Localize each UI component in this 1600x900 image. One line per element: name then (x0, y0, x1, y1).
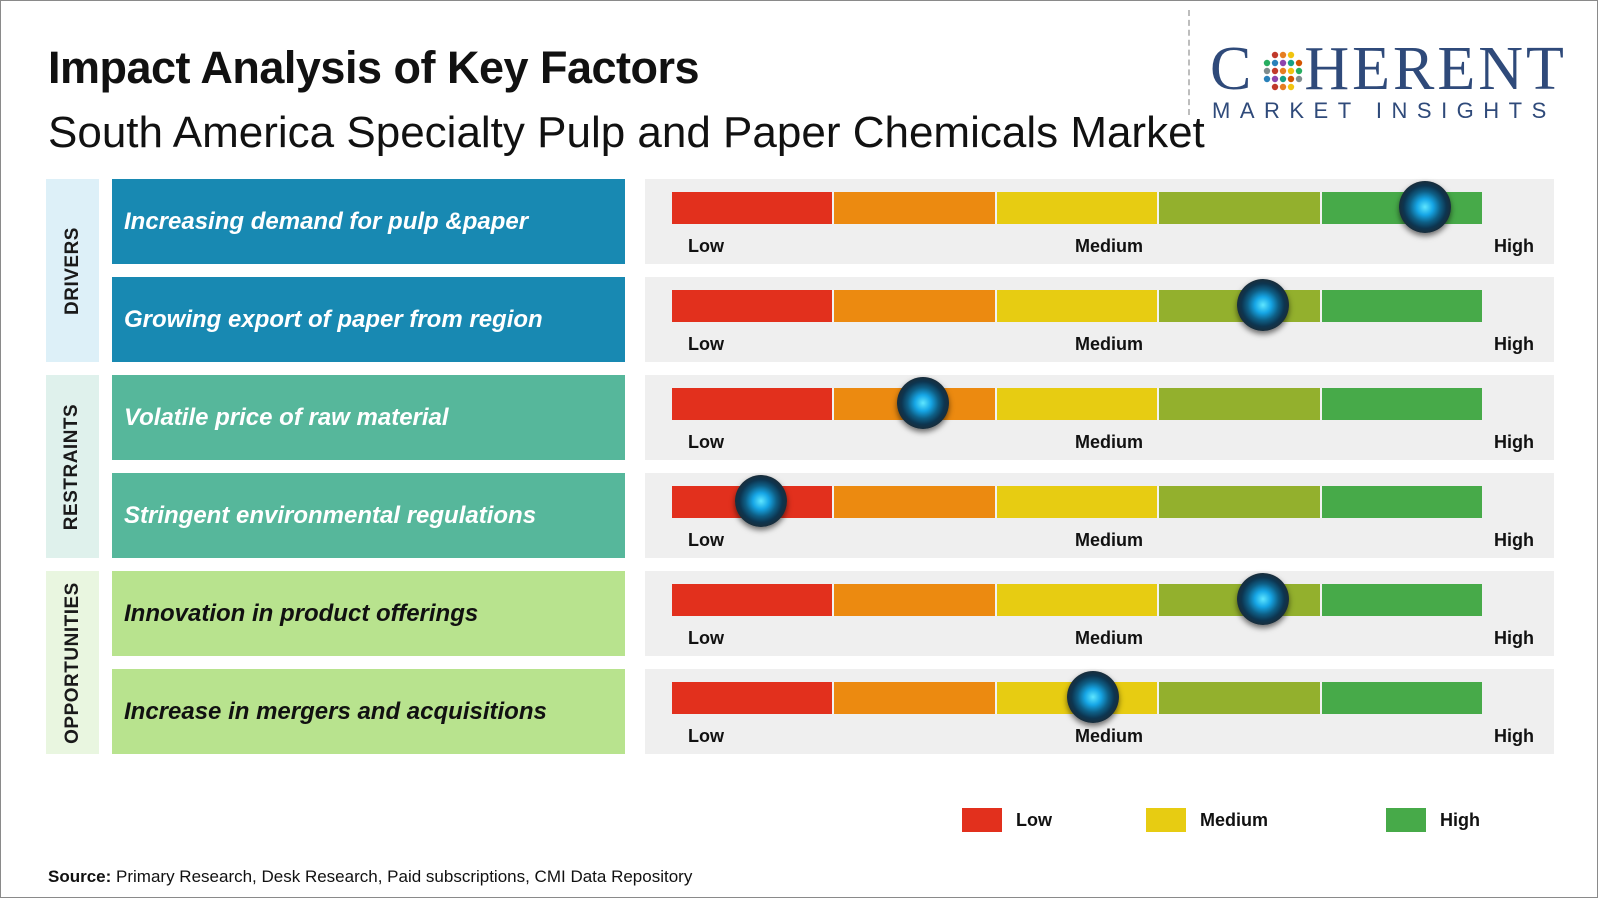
scale-label-high: High (1494, 432, 1534, 452)
impact-gauge: Low Medium High (645, 277, 1554, 362)
impact-gauge: Low Medium High (645, 571, 1554, 656)
scale-segment-1 (672, 388, 835, 420)
source-text: Primary Research, Desk Research, Paid su… (111, 867, 693, 886)
impact-scale-bar (672, 584, 1483, 616)
chart-subtitle: South America Specialty Pulp and Paper C… (48, 108, 1205, 157)
impact-marker (897, 377, 950, 429)
impact-marker (1399, 181, 1452, 233)
scale-segment-2 (834, 192, 997, 224)
logo-letter-c: C (1210, 35, 1255, 103)
scale-label-medium: Medium (1075, 334, 1144, 354)
scale-segment-4 (1159, 682, 1322, 714)
scale-label-low: Low (688, 628, 724, 648)
scale-segment-2 (834, 682, 997, 714)
impact-marker (1237, 573, 1290, 625)
scale-segment-3 (996, 192, 1160, 224)
logo-dot-grid-icon (1263, 51, 1303, 91)
impact-scale-bar (672, 290, 1483, 322)
scale-segment-4 (1159, 388, 1322, 420)
impact-scale-bar (672, 192, 1483, 224)
source-note: Source: Primary Research, Desk Research,… (48, 867, 692, 887)
factor-label: Stringent environmental regulations (124, 501, 537, 529)
scale-label-medium: Medium (1075, 236, 1144, 256)
scale-segment-1 (672, 192, 835, 224)
scale-label-medium: Medium (1075, 530, 1144, 550)
factor-label: Volatile price of raw material (124, 403, 449, 431)
logo-divider (1188, 10, 1190, 115)
scale-segment-4 (1159, 192, 1322, 224)
category-label-text: DRIVERS (61, 226, 83, 315)
legend-swatch (1386, 808, 1426, 832)
scale-label-low: Low (688, 334, 724, 354)
scale-segment-4 (1159, 486, 1322, 518)
legend-label: High (1440, 809, 1480, 830)
scale-segment-3 (996, 486, 1160, 518)
scale-label-low: Low (688, 726, 724, 746)
factor-box: Increase in mergers and acquisitions (112, 669, 625, 754)
impact-marker (1237, 279, 1290, 331)
scale-segment-5 (1321, 290, 1483, 322)
factor-label: Increasing demand for pulp &paper (124, 207, 529, 235)
scale-segment-1 (672, 290, 835, 322)
category-label-text: RESTRAINTS (61, 403, 83, 530)
scale-label-high: High (1494, 628, 1534, 648)
logo-word-rest: HERENT (1304, 35, 1567, 103)
impact-gauge: Low Medium High (645, 669, 1554, 754)
scale-label-high: High (1494, 530, 1534, 550)
category-label-restraints: RESTRAINTS (46, 375, 99, 558)
category-label-text: OPPORTUNITIES (61, 581, 83, 744)
legend-item-1: Medium (1146, 808, 1268, 832)
scale-label-medium: Medium (1075, 432, 1144, 452)
scale-label-high: High (1494, 334, 1534, 354)
factor-box: Growing export of paper from region (112, 277, 625, 362)
impact-scale-bar (672, 486, 1483, 518)
factor-box: Increasing demand for pulp &paper (112, 179, 625, 264)
source-label: Source: (48, 867, 112, 886)
legend-swatch (962, 808, 1002, 832)
scale-segment-3 (996, 388, 1160, 420)
scale-label-medium: Medium (1075, 726, 1144, 746)
factor-box: Innovation in product offerings (112, 571, 625, 656)
scale-label-high: High (1494, 726, 1534, 746)
impact-gauge: Low Medium High (645, 473, 1554, 558)
factor-box: Stringent environmental regulations (112, 473, 625, 558)
legend-item-2: High (1386, 808, 1480, 832)
scale-segment-2 (834, 290, 997, 322)
impact-scale-bar (672, 388, 1483, 420)
factor-label: Increase in mergers and acquisitions (124, 697, 547, 725)
scale-segment-2 (834, 486, 997, 518)
scale-segment-1 (672, 584, 835, 616)
scale-segment-3 (996, 584, 1160, 616)
scale-segment-5 (1321, 388, 1483, 420)
scale-segment-3 (996, 290, 1160, 322)
factor-label: Innovation in product offerings (124, 599, 479, 627)
category-label-opportunities: OPPORTUNITIES (46, 571, 99, 754)
scale-label-high: High (1494, 236, 1534, 256)
scale-segment-5 (1321, 584, 1483, 616)
scale-label-low: Low (688, 530, 724, 550)
chart-title: Impact Analysis of Key Factors (48, 42, 700, 93)
factor-box: Volatile price of raw material (112, 375, 625, 460)
impact-gauge: Low Medium High (645, 375, 1554, 460)
category-label-drivers: DRIVERS (46, 179, 99, 362)
logo-tagline: MARKET INSIGHTS (1212, 98, 1556, 123)
legend-label: Medium (1200, 809, 1269, 830)
scale-label-low: Low (688, 432, 724, 452)
impact-scale-bar (672, 682, 1483, 714)
brand-logo: C HERENT MARKET INSIGHTS (1210, 38, 1580, 128)
legend-swatch (1146, 808, 1186, 832)
scale-label-medium: Medium (1075, 628, 1144, 648)
impact-gauge: Low Medium High (645, 179, 1554, 264)
scale-segment-1 (672, 682, 835, 714)
legend-label: Low (1016, 809, 1052, 830)
logo-word: C HERENT (1210, 38, 1567, 100)
scale-segment-5 (1321, 486, 1483, 518)
scale-label-low: Low (688, 236, 724, 256)
impact-marker (735, 475, 788, 527)
factor-label: Growing export of paper from region (124, 305, 543, 333)
impact-marker (1067, 671, 1120, 723)
scale-segment-2 (834, 584, 997, 616)
scale-segment-5 (1321, 682, 1483, 714)
legend-item-0: Low (962, 808, 1052, 832)
